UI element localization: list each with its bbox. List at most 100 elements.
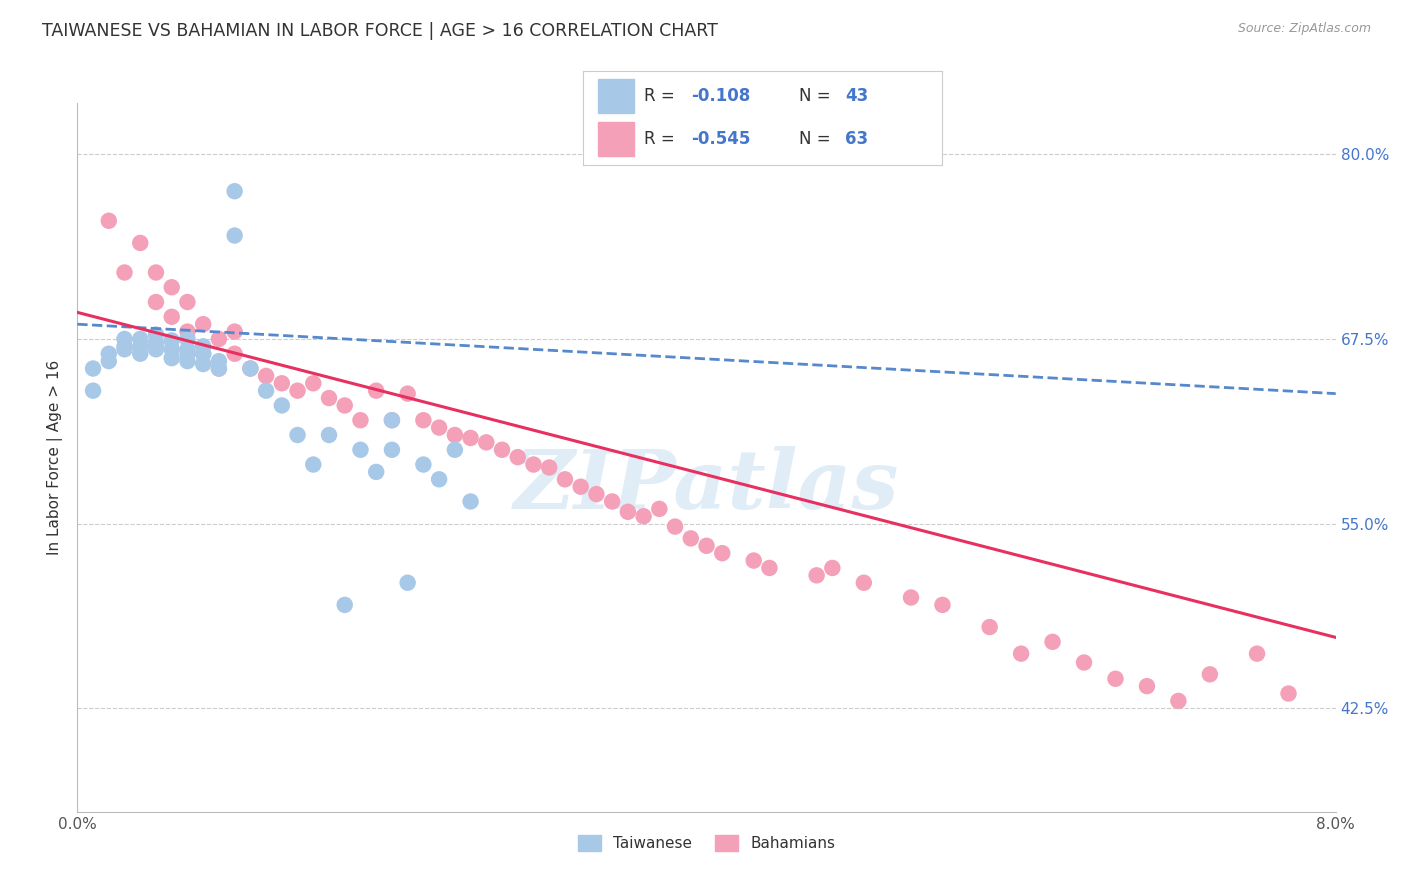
Point [806, 568, 828, 582]
Point [114, 265, 136, 279]
Text: N =: N = [799, 130, 835, 148]
Point [114, 339, 136, 353]
Point [97, 354, 120, 368]
Point [318, 428, 340, 442]
Point [176, 343, 198, 357]
Point [412, 458, 434, 472]
Point [129, 339, 152, 353]
Point [758, 561, 780, 575]
Bar [598, 78, 634, 112]
Point [444, 428, 467, 442]
Point [333, 598, 356, 612]
Point [129, 332, 152, 346]
Point [1010, 647, 1032, 661]
Point [239, 361, 262, 376]
Point [176, 354, 198, 368]
Point [491, 442, 513, 457]
Point [821, 561, 844, 575]
Point [538, 460, 561, 475]
Point [381, 413, 404, 427]
Point [585, 487, 607, 501]
Point [224, 325, 246, 339]
Point [318, 391, 340, 405]
Point [97, 347, 120, 361]
Point [1246, 647, 1268, 661]
Point [160, 310, 183, 324]
Point [931, 598, 953, 612]
Point [349, 442, 371, 457]
Point [208, 332, 231, 346]
Point [633, 509, 655, 524]
Point [208, 354, 231, 368]
Point [460, 431, 482, 445]
Point [742, 553, 765, 567]
Point [1042, 635, 1064, 649]
Point [287, 384, 309, 398]
Point [191, 357, 215, 371]
Point [852, 575, 875, 590]
Text: -0.108: -0.108 [692, 87, 751, 104]
Point [396, 386, 419, 401]
Point [412, 413, 434, 427]
Point [900, 591, 922, 605]
Point [176, 347, 198, 361]
Text: R =: R = [644, 130, 681, 148]
Point [366, 465, 388, 479]
Point [617, 505, 640, 519]
Point [129, 235, 152, 250]
Point [270, 399, 292, 413]
Point [302, 458, 325, 472]
Point [224, 184, 246, 198]
Point [239, 361, 262, 376]
Point [254, 384, 277, 398]
Point [444, 442, 467, 457]
Point [191, 347, 215, 361]
Point [1104, 672, 1126, 686]
Point [475, 435, 498, 450]
Point [427, 472, 450, 486]
Point [160, 334, 183, 348]
Point [145, 265, 167, 279]
Legend: Taiwanese, Bahamians: Taiwanese, Bahamians [572, 829, 841, 857]
Point [569, 480, 592, 494]
Text: Source: ZipAtlas.com: Source: ZipAtlas.com [1237, 22, 1371, 36]
Point [679, 532, 702, 546]
Text: R =: R = [644, 87, 681, 104]
Point [129, 347, 152, 361]
Text: TAIWANESE VS BAHAMIAN IN LABOR FORCE | AGE > 16 CORRELATION CHART: TAIWANESE VS BAHAMIAN IN LABOR FORCE | A… [42, 22, 718, 40]
Point [82, 361, 104, 376]
Point [648, 501, 671, 516]
Point [1198, 667, 1220, 681]
Point [1277, 687, 1299, 701]
Bar [598, 122, 634, 156]
Point [979, 620, 1001, 634]
Point [191, 317, 215, 331]
Point [600, 494, 623, 508]
Point [287, 428, 309, 442]
Text: -0.545: -0.545 [692, 130, 751, 148]
Point [191, 339, 215, 353]
Point [427, 420, 450, 434]
Point [114, 343, 136, 357]
Point [160, 280, 183, 294]
Point [160, 351, 183, 366]
Point [554, 472, 576, 486]
Point [114, 332, 136, 346]
Point [208, 361, 231, 376]
Point [1167, 694, 1189, 708]
Point [522, 458, 544, 472]
Point [254, 368, 277, 383]
Point [381, 442, 404, 457]
Point [176, 332, 198, 346]
Point [176, 295, 198, 310]
Point [82, 384, 104, 398]
Point [381, 413, 404, 427]
Point [366, 384, 388, 398]
Text: 63: 63 [845, 130, 869, 148]
Point [396, 575, 419, 590]
Text: 43: 43 [845, 87, 869, 104]
Point [224, 347, 246, 361]
Point [664, 519, 686, 533]
Point [145, 343, 167, 357]
Point [270, 376, 292, 391]
